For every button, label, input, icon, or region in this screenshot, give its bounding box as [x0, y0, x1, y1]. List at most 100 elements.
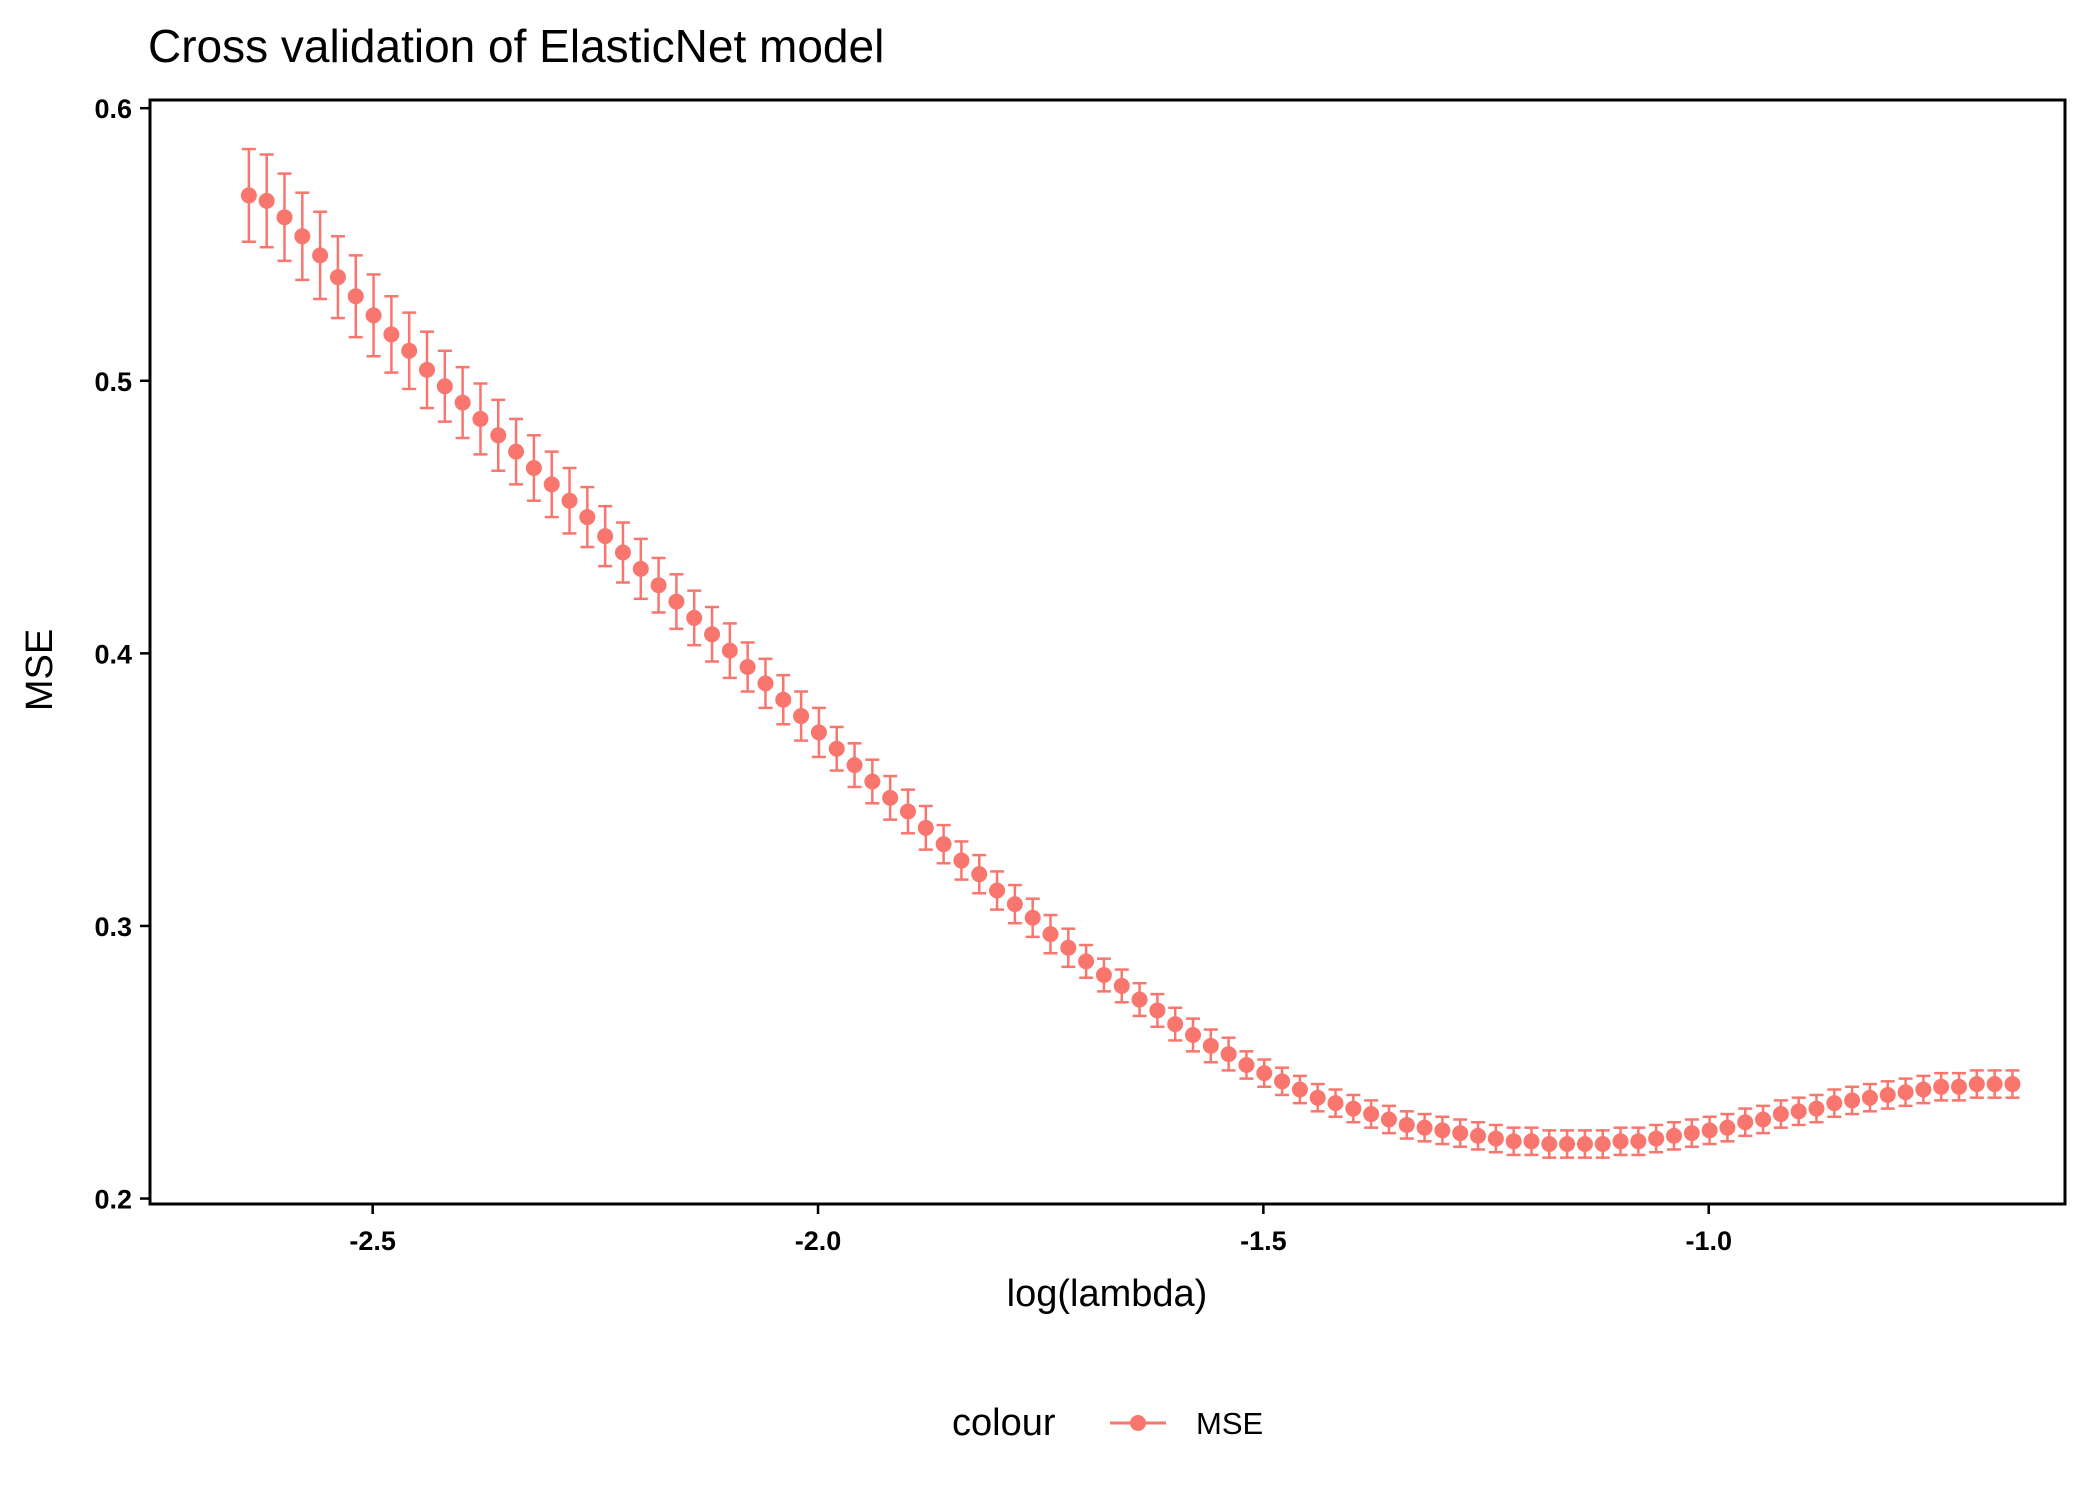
- data-point: [1541, 1136, 1558, 1153]
- data-point: [1505, 1133, 1522, 1150]
- data-point: [989, 882, 1006, 899]
- data-point: [1790, 1103, 1807, 1120]
- data-point: [1879, 1086, 1896, 1103]
- y-tick-label: 0.2: [94, 1185, 132, 1215]
- data-point: [739, 658, 756, 675]
- data-point: [1594, 1136, 1611, 1153]
- data-point: [365, 307, 382, 324]
- data-point: [401, 342, 418, 359]
- data-point: [312, 247, 329, 264]
- y-tick-label: 0.5: [94, 367, 132, 397]
- data-point: [419, 361, 436, 378]
- data-point: [597, 528, 614, 545]
- data-point: [1487, 1130, 1504, 1147]
- data-point: [1416, 1119, 1433, 1136]
- data-point: [1683, 1125, 1700, 1142]
- data-point: [650, 577, 667, 594]
- data-point: [1363, 1106, 1380, 1123]
- data-point: [1256, 1065, 1273, 1082]
- data-point: [579, 509, 596, 526]
- data-point: [1612, 1133, 1629, 1150]
- data-point: [1149, 1002, 1166, 1019]
- data-point: [1897, 1084, 1914, 1101]
- data-point: [1060, 939, 1077, 956]
- data-point: [828, 740, 845, 757]
- data-point: [846, 757, 863, 774]
- data-point: [1772, 1106, 1789, 1123]
- data-point: [1167, 1016, 1184, 1033]
- data-point: [1648, 1130, 1665, 1147]
- y-tick-label: 0.3: [94, 912, 132, 942]
- data-point: [240, 187, 257, 204]
- x-axis-title: log(lambda): [1007, 1273, 1208, 1315]
- data-point: [614, 544, 631, 561]
- y-axis: 0.2 0.3 0.4 0.5 0.6: [94, 94, 150, 1215]
- data-point: [1309, 1089, 1326, 1106]
- data-point: [1665, 1127, 1682, 1144]
- data-point: [1630, 1133, 1647, 1150]
- data-point: [1968, 1076, 1985, 1093]
- data-point: [1434, 1122, 1451, 1139]
- data-point: [1006, 896, 1023, 913]
- x-axis: -2.5 -2.0 -1.5 -1.0: [349, 1204, 1732, 1256]
- y-tick-label: 0.4: [94, 639, 132, 669]
- data-point: [1131, 991, 1148, 1008]
- data-point: [1113, 977, 1130, 994]
- data-point: [2004, 1076, 2021, 1093]
- chart-title: Cross validation of ElasticNet model: [148, 20, 884, 72]
- data-point: [1452, 1125, 1469, 1142]
- data-point: [525, 460, 542, 476]
- data-point: [953, 852, 970, 869]
- data-point: [810, 724, 827, 741]
- y-tick-label: 0.6: [94, 94, 132, 124]
- data-point: [864, 773, 881, 790]
- data-point: [294, 228, 311, 245]
- data-point: [490, 427, 507, 444]
- data-point: [1185, 1026, 1202, 1043]
- x-tick-label: -2.0: [795, 1226, 842, 1256]
- data-point: [668, 593, 685, 610]
- data-point: [1951, 1078, 1968, 1095]
- data-point: [472, 410, 489, 427]
- data-point: [1701, 1122, 1718, 1139]
- legend-title: colour: [952, 1402, 1056, 1444]
- data-point: [793, 708, 810, 725]
- data-point: [1933, 1078, 1950, 1095]
- data-point: [1202, 1037, 1219, 1054]
- data-point: [1861, 1089, 1878, 1106]
- data-point: [276, 209, 293, 226]
- data-point: [1327, 1095, 1344, 1112]
- data-point: [1915, 1081, 1932, 1098]
- data-point: [383, 326, 400, 343]
- data-point: [329, 269, 346, 286]
- data-point: [1844, 1092, 1861, 1109]
- data-point: [775, 691, 792, 708]
- data-point: [1274, 1073, 1291, 1090]
- data-point: [1808, 1100, 1825, 1117]
- x-tick-label: -1.0: [1685, 1226, 1732, 1256]
- data-point: [757, 675, 774, 692]
- data-point: [899, 803, 916, 820]
- data-point: [1559, 1136, 1576, 1153]
- data-point: [1095, 967, 1112, 984]
- data-point: [935, 836, 952, 853]
- data-point: [1986, 1076, 2003, 1093]
- data-point: [1576, 1136, 1593, 1153]
- data-point: [632, 560, 649, 577]
- x-tick-label: -1.5: [1240, 1226, 1287, 1256]
- data-point: [1024, 909, 1041, 926]
- data-point: [561, 492, 578, 509]
- data-point: [1220, 1046, 1237, 1063]
- data-point: [1042, 926, 1059, 943]
- data-point: [721, 642, 738, 659]
- x-tick-label: -2.5: [349, 1226, 396, 1256]
- data-point: [347, 288, 364, 305]
- data-point: [1345, 1100, 1362, 1117]
- data-series-mse: [240, 147, 2021, 1159]
- data-point: [1523, 1133, 1540, 1150]
- data-point: [258, 192, 275, 209]
- data-point: [1078, 953, 1095, 970]
- data-point: [1755, 1111, 1772, 1128]
- data-point: [508, 443, 525, 460]
